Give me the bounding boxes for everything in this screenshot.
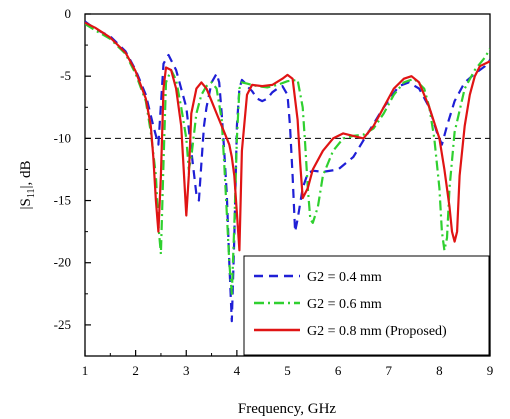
x-tick-label: 1 xyxy=(82,363,89,378)
series-line-2 xyxy=(85,22,490,295)
x-tick-label: 6 xyxy=(335,363,342,378)
legend: G2 = 0.4 mm G2 = 0.6 mm G2 = 0.8 mm (Propo… xyxy=(243,255,490,356)
x-tick-label: 2 xyxy=(132,363,139,378)
x-tick-label: 7 xyxy=(386,363,393,378)
y-axis-title: |S11|, dB xyxy=(18,160,37,209)
legend-label-1: G2 = 0.4 mm xyxy=(307,270,382,285)
legend-label-2: G2 = 0.6 mm xyxy=(307,297,382,312)
y-tick-label: -5 xyxy=(60,68,71,83)
series-layer xyxy=(85,20,490,323)
y-tick-label: -20 xyxy=(54,255,71,270)
y-axis-title-main: |S xyxy=(18,198,34,209)
x-tick-label: 5 xyxy=(284,363,291,378)
y-axis-title-tail: |, dB xyxy=(18,160,34,188)
y-tick-label: -10 xyxy=(54,130,71,145)
y-axis-title-subscript: 11 xyxy=(26,189,37,199)
x-tick-label: 9 xyxy=(487,363,494,378)
legend-label-3: G2 = 0.8 mm (Proposed) xyxy=(307,324,447,339)
series-line-3 xyxy=(85,21,490,252)
y-tick-label: 0 xyxy=(65,6,72,21)
x-tick-label: 3 xyxy=(183,363,190,378)
y-tick-label: -25 xyxy=(54,317,71,332)
x-tick-label: 4 xyxy=(234,363,241,378)
legend-box xyxy=(243,255,490,356)
legend-entries: G2 = 0.4 mm G2 = 0.6 mm G2 = 0.8 mm (Propo… xyxy=(254,270,447,339)
x-tick-label: 8 xyxy=(436,363,443,378)
x-axis-title: Frequency, GHz xyxy=(238,401,337,417)
y-tick-label: -15 xyxy=(54,193,71,208)
